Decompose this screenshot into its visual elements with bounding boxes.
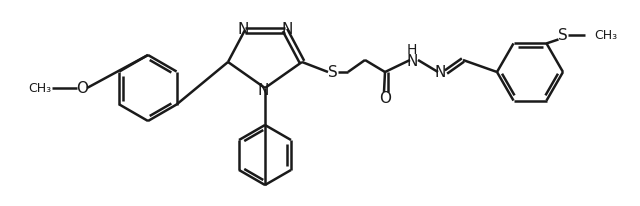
Text: N: N — [435, 64, 445, 80]
Text: N: N — [282, 21, 292, 36]
Text: H: H — [407, 43, 417, 57]
Text: S: S — [328, 64, 338, 80]
Text: CH₃: CH₃ — [28, 82, 52, 95]
Text: N: N — [406, 54, 418, 69]
Text: O: O — [379, 90, 391, 105]
Text: N: N — [257, 82, 269, 97]
Text: S: S — [557, 28, 568, 43]
Text: CH₃: CH₃ — [595, 29, 618, 42]
Text: O: O — [76, 81, 88, 96]
Text: N: N — [237, 21, 249, 36]
